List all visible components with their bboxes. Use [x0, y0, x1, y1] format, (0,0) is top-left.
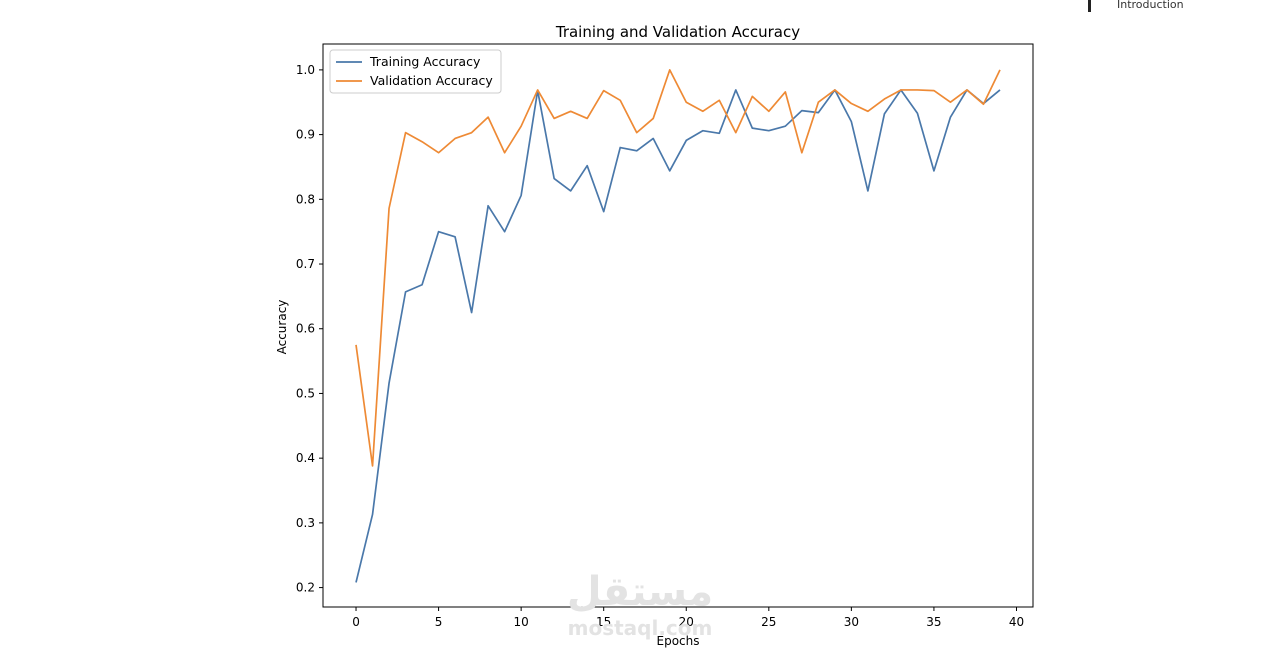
- x-axis-ticks: 0 5 10 15 20 25 30 35 40: [352, 607, 1024, 629]
- chart-legend: Training Accuracy Validation Accuracy: [329, 49, 502, 94]
- series-line-validation-accuracy: [355, 69, 1001, 467]
- x-tick-label: 25: [761, 615, 776, 629]
- y-axis-ticks: 0.2 0.3 0.4 0.5 0.6 0.7 0.8 0.9 1.0: [296, 63, 323, 595]
- x-tick-label: 30: [844, 615, 859, 629]
- x-tick-label: 5: [435, 615, 443, 629]
- y-tick-label: 0.9: [296, 128, 315, 142]
- legend-box: [329, 49, 502, 94]
- y-tick-label: 0.6: [296, 322, 315, 336]
- y-tick-label: 0.5: [296, 386, 315, 400]
- y-tick-label: 0.8: [296, 192, 315, 206]
- plot-frame: [322, 43, 1034, 608]
- y-axis-label: Accuracy: [275, 300, 289, 355]
- toc-item-label: Introduction: [1117, 0, 1184, 11]
- x-tick-label: 35: [926, 615, 941, 629]
- y-tick-label: 1.0: [296, 63, 315, 77]
- x-tick-label: 20: [679, 615, 694, 629]
- toc-item-introduction[interactable]: Introduction: [1088, 0, 1184, 12]
- chart-title: Training and Validation Accuracy: [555, 23, 800, 41]
- y-tick-label: 0.3: [296, 516, 315, 530]
- x-tick-label: 40: [1009, 615, 1024, 629]
- y-tick-label: 0.7: [296, 257, 315, 271]
- y-tick-label: 0.4: [296, 451, 315, 465]
- x-tick-label: 0: [352, 615, 360, 629]
- plot-lines: [355, 69, 1001, 583]
- x-tick-label: 10: [513, 615, 528, 629]
- x-axis-label: Epochs: [657, 634, 700, 648]
- legend-label-validation: Validation Accuracy: [370, 73, 493, 88]
- x-tick-label: 15: [596, 615, 611, 629]
- y-tick-label: 0.2: [296, 581, 315, 595]
- series-line-training-accuracy: [355, 89, 1001, 583]
- legend-label-training: Training Accuracy: [369, 54, 481, 69]
